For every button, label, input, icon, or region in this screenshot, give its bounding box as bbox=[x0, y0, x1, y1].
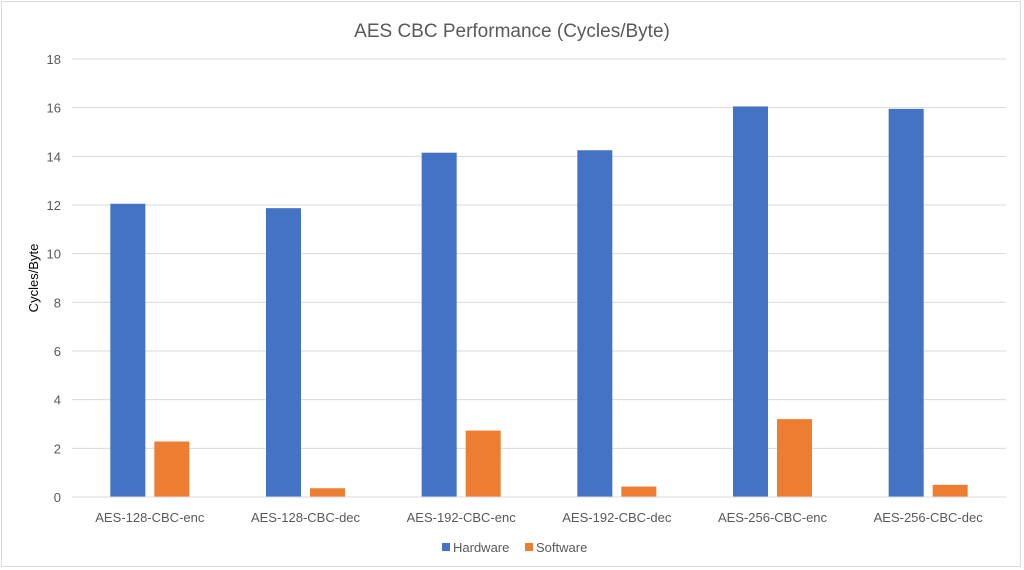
bars bbox=[110, 106, 968, 498]
y-tick-label: 10 bbox=[47, 247, 61, 262]
legend: Hardware Software bbox=[442, 540, 587, 555]
y-tick-label: 6 bbox=[54, 344, 61, 359]
x-axis-ticks: AES-128-CBC-enc AES-128-CBC-dec AES-192-CB… bbox=[95, 510, 983, 525]
bar-hardware-aes-256-cbc-enc bbox=[733, 106, 768, 497]
bar-hardware-aes-192-cbc-enc bbox=[421, 152, 457, 497]
bar-hardware-aes-256-cbc-dec bbox=[888, 108, 924, 497]
legend-label-software: Software bbox=[536, 540, 587, 555]
bar-hardware-aes-128-cbc-enc bbox=[110, 203, 146, 498]
bar-software-aes-192-cbc-dec bbox=[621, 486, 657, 497]
y-tick-label: 12 bbox=[47, 198, 61, 213]
bar-hardware-aes-128-cbc-dec bbox=[266, 208, 301, 497]
bar-software-aes-256-cbc-enc bbox=[777, 419, 812, 497]
y-tick-label: 16 bbox=[47, 101, 61, 116]
y-tick-label: 2 bbox=[54, 441, 61, 456]
y-tick-label: 18 bbox=[47, 52, 61, 67]
y-axis-label: Cycles/Byte bbox=[26, 244, 41, 313]
bar-hardware-aes-192-cbc-dec bbox=[577, 150, 613, 497]
legend-swatch-software bbox=[525, 543, 533, 551]
y-tick-label: 8 bbox=[54, 295, 61, 310]
y-tick-label: 4 bbox=[54, 393, 61, 408]
x-tick-label: AES-128-CBC-enc bbox=[95, 510, 205, 525]
gridlines bbox=[72, 58, 1006, 449]
x-tick-label: AES-256-CBC-dec bbox=[874, 510, 984, 525]
x-tick-label: AES-192-CBC-dec bbox=[562, 510, 672, 525]
bar-software-aes-128-cbc-enc bbox=[154, 441, 190, 497]
y-axis-ticks: 0 2 4 6 8 10 12 14 16 18 bbox=[47, 52, 61, 505]
legend-label-hardware: Hardware bbox=[453, 540, 509, 555]
x-tick-label: AES-128-CBC-dec bbox=[251, 510, 361, 525]
y-tick-label: 14 bbox=[47, 149, 61, 164]
bar-software-aes-128-cbc-dec bbox=[310, 488, 345, 497]
y-tick-label: 0 bbox=[54, 490, 61, 505]
bar-software-aes-256-cbc-dec bbox=[932, 484, 968, 497]
x-tick-label: AES-192-CBC-enc bbox=[407, 510, 517, 525]
legend-swatch-hardware bbox=[442, 543, 450, 551]
bar-software-aes-192-cbc-enc bbox=[465, 430, 501, 497]
x-tick-label: AES-256-CBC-enc bbox=[718, 510, 828, 525]
chart-title: AES CBC Performance (Cycles/Byte) bbox=[354, 21, 670, 42]
